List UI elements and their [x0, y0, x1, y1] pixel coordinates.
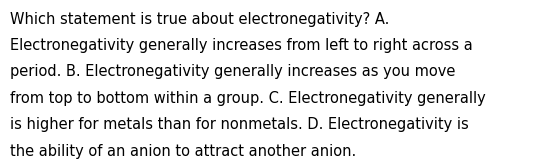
Text: from top to bottom within a group. C. Electronegativity generally: from top to bottom within a group. C. El…	[10, 91, 486, 106]
Text: Electronegativity generally increases from left to right across a: Electronegativity generally increases fr…	[10, 38, 473, 53]
Text: period. B. Electronegativity generally increases as you move: period. B. Electronegativity generally i…	[10, 64, 455, 79]
Text: the ability of an anion to attract another anion.: the ability of an anion to attract anoth…	[10, 144, 357, 159]
Text: is higher for metals than for nonmetals. D. Electronegativity is: is higher for metals than for nonmetals.…	[10, 117, 469, 132]
Text: Which statement is true about electronegativity? A.: Which statement is true about electroneg…	[10, 12, 389, 27]
